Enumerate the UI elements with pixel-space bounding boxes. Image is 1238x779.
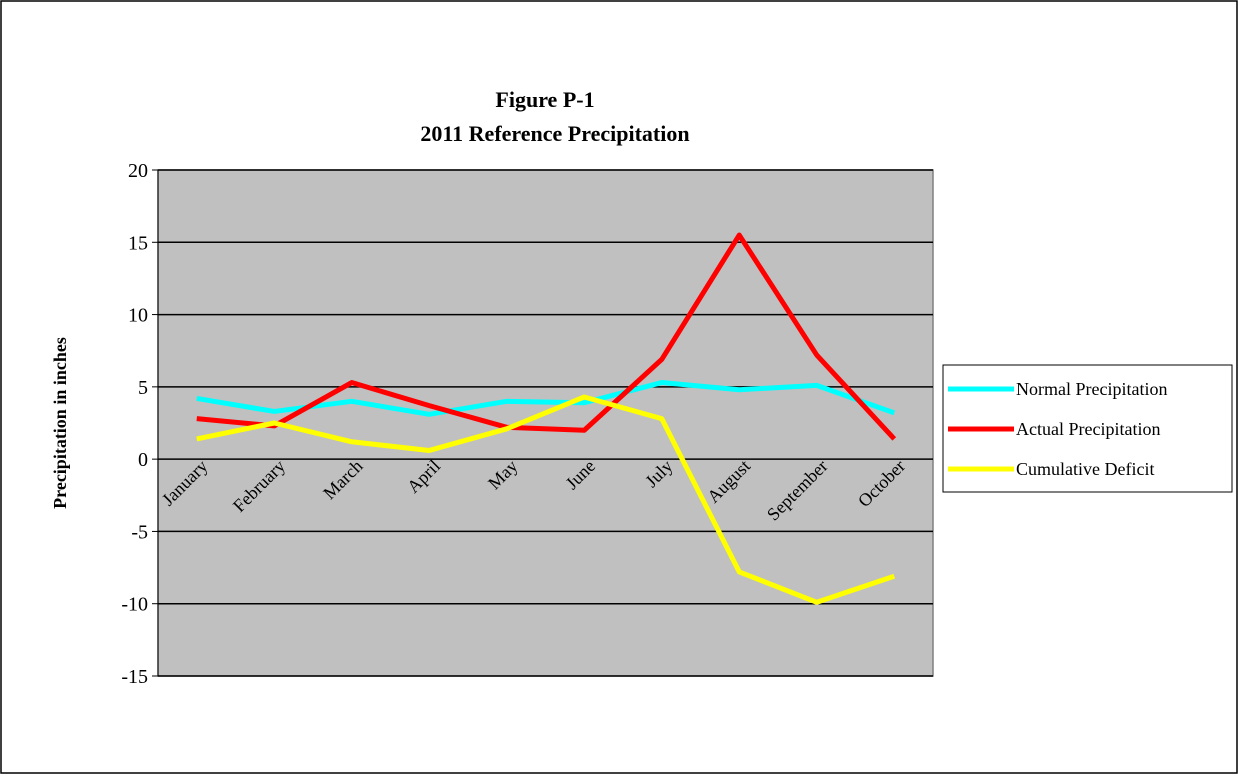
y-tick-label: 5 — [138, 377, 148, 399]
legend-label: Normal Precipitation — [1016, 379, 1167, 399]
legend-label: Cumulative Deficit — [1016, 459, 1154, 479]
y-tick-label: 20 — [128, 160, 148, 182]
series-line — [196, 232, 897, 441]
legend-label: Actual Precipitation — [1016, 419, 1160, 439]
y-tick-label: 0 — [138, 449, 148, 471]
y-tick-label: 15 — [128, 232, 148, 254]
chart-subtitle: 2011 Reference Precipitation — [420, 121, 689, 146]
y-axis-label: Precipitation in inches — [50, 337, 70, 509]
y-tick-label: 10 — [128, 305, 148, 327]
chart-title: Figure P-1 — [495, 87, 594, 112]
y-tick-label: -10 — [121, 594, 148, 616]
y-tick-label: -15 — [121, 666, 148, 688]
y-tick-label: -5 — [131, 521, 148, 543]
series-line — [196, 394, 896, 605]
